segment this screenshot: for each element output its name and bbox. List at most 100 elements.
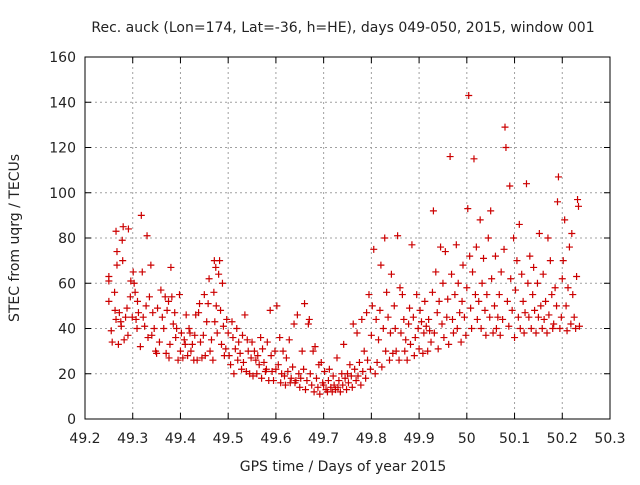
x-tick-label: 49.9 (404, 431, 435, 447)
data-point (568, 229, 576, 237)
y-tick-label: 20 (58, 367, 76, 383)
data-point (157, 286, 165, 294)
data-point (529, 291, 537, 299)
data-point (448, 270, 456, 278)
data-point (150, 325, 158, 332)
data-point (339, 381, 347, 389)
data-point (139, 313, 147, 321)
data-point (201, 352, 209, 360)
data-point (502, 144, 510, 151)
data-point (561, 216, 569, 224)
data-point (120, 336, 128, 344)
x-tick-label: 50.3 (594, 431, 625, 447)
data-point (510, 234, 518, 242)
data-point (514, 313, 522, 321)
data-point (397, 329, 405, 337)
data-point (215, 270, 223, 278)
data-point (511, 334, 519, 342)
data-point (130, 279, 138, 287)
data-point (554, 198, 561, 206)
data-point (344, 379, 352, 387)
data-point (222, 345, 230, 353)
data-point (537, 302, 545, 310)
data-point (207, 336, 215, 344)
data-point (177, 329, 185, 337)
data-point (262, 365, 270, 373)
y-tick-label: 0 (67, 412, 76, 428)
data-point (565, 243, 573, 251)
data-point (358, 315, 366, 323)
y-tick-label: 160 (49, 50, 76, 66)
data-point (441, 248, 449, 256)
data-point (557, 313, 565, 321)
data-point (459, 261, 467, 269)
data-point (281, 372, 288, 380)
data-point (515, 220, 523, 228)
data-point (105, 297, 113, 305)
y-axis-ticks: 0 20 40 60 80 100 120 140 160 (49, 50, 610, 428)
data-point (344, 370, 351, 378)
data-point (382, 347, 390, 355)
data-point (188, 340, 196, 348)
data-point (213, 329, 221, 337)
data-point (132, 315, 140, 323)
data-point (518, 270, 526, 278)
data-point (454, 279, 462, 287)
data-point (122, 313, 130, 321)
data-point (446, 153, 454, 161)
data-point (224, 329, 232, 337)
data-point (107, 327, 115, 335)
data-point (372, 315, 380, 323)
data-point (415, 345, 423, 353)
data-point (136, 343, 144, 351)
data-point (530, 263, 538, 271)
data-point (396, 284, 404, 292)
data-point (303, 377, 311, 385)
data-point (512, 286, 519, 294)
data-point (321, 367, 329, 375)
data-point (437, 243, 445, 251)
data-point (218, 340, 225, 348)
y-tick-label: 40 (58, 322, 76, 338)
data-point (563, 327, 571, 335)
y-tick-label: 140 (49, 95, 76, 111)
data-point (111, 306, 119, 314)
data-point (466, 252, 474, 260)
data-point (365, 291, 373, 299)
data-point (394, 232, 402, 240)
data-point (311, 343, 319, 351)
data-point (425, 315, 433, 323)
data-point (390, 302, 398, 310)
data-point (113, 248, 121, 256)
data-point (429, 207, 437, 215)
data-point (376, 306, 384, 314)
data-point (119, 223, 127, 231)
data-point (449, 329, 457, 337)
data-point (381, 234, 389, 242)
data-point (111, 288, 119, 296)
data-point (117, 322, 125, 330)
data-point (134, 297, 141, 305)
data-point (182, 311, 190, 319)
data-point (270, 377, 278, 385)
data-point (165, 354, 173, 362)
data-point (434, 345, 442, 353)
data-point (443, 313, 451, 321)
data-point (172, 334, 180, 342)
data-point (414, 325, 422, 332)
x-axis-title: GPS time / Days of year 2015 (240, 459, 447, 475)
data-point (302, 386, 309, 394)
y-axis-title: STEC from uqrg / TECUs (7, 154, 23, 322)
data-point (128, 313, 136, 321)
data-point (244, 347, 252, 355)
x-tick-label: 49.8 (356, 431, 387, 447)
data-point (227, 361, 235, 369)
data-point (316, 390, 324, 398)
data-point (165, 297, 173, 305)
data-point (225, 352, 233, 360)
data-point (500, 245, 508, 253)
data-point (531, 306, 539, 314)
data-point (538, 325, 546, 332)
data-point (539, 270, 547, 278)
